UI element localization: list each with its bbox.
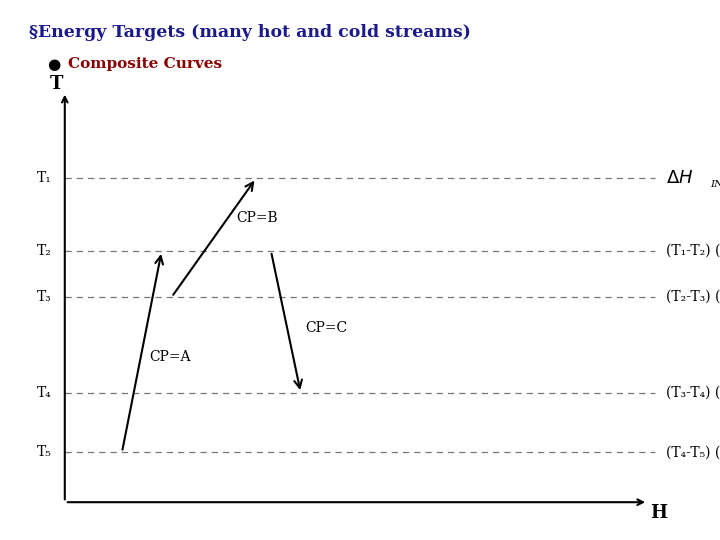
Text: CP=B: CP=B [236, 212, 278, 226]
Text: INTERVAL: INTERVAL [711, 180, 720, 189]
Text: (T₁-T₂) (B): (T₁-T₂) (B) [666, 244, 720, 258]
Text: $\Delta H$: $\Delta H$ [666, 169, 693, 187]
Text: T: T [50, 75, 63, 93]
Text: T₁: T₁ [37, 171, 52, 185]
Text: H: H [650, 504, 667, 522]
Text: T₂: T₂ [37, 244, 52, 258]
Text: T₄: T₄ [37, 386, 52, 400]
Text: CP=A: CP=A [149, 349, 191, 363]
Text: (T₃-T₄) (A+C): (T₃-T₄) (A+C) [666, 386, 720, 400]
Text: T₃: T₃ [37, 290, 52, 304]
Text: T₅: T₅ [37, 446, 52, 460]
Text: §Energy Targets (many hot and cold streams): §Energy Targets (many hot and cold strea… [29, 24, 471, 41]
Text: CP=C: CP=C [306, 321, 348, 335]
Text: Composite Curves: Composite Curves [68, 57, 222, 71]
Text: (T₂-T₃) (A+B+C): (T₂-T₃) (A+B+C) [666, 290, 720, 304]
Text: (T₄-T₅) (A): (T₄-T₅) (A) [666, 446, 720, 460]
Text: ●: ● [47, 57, 60, 72]
